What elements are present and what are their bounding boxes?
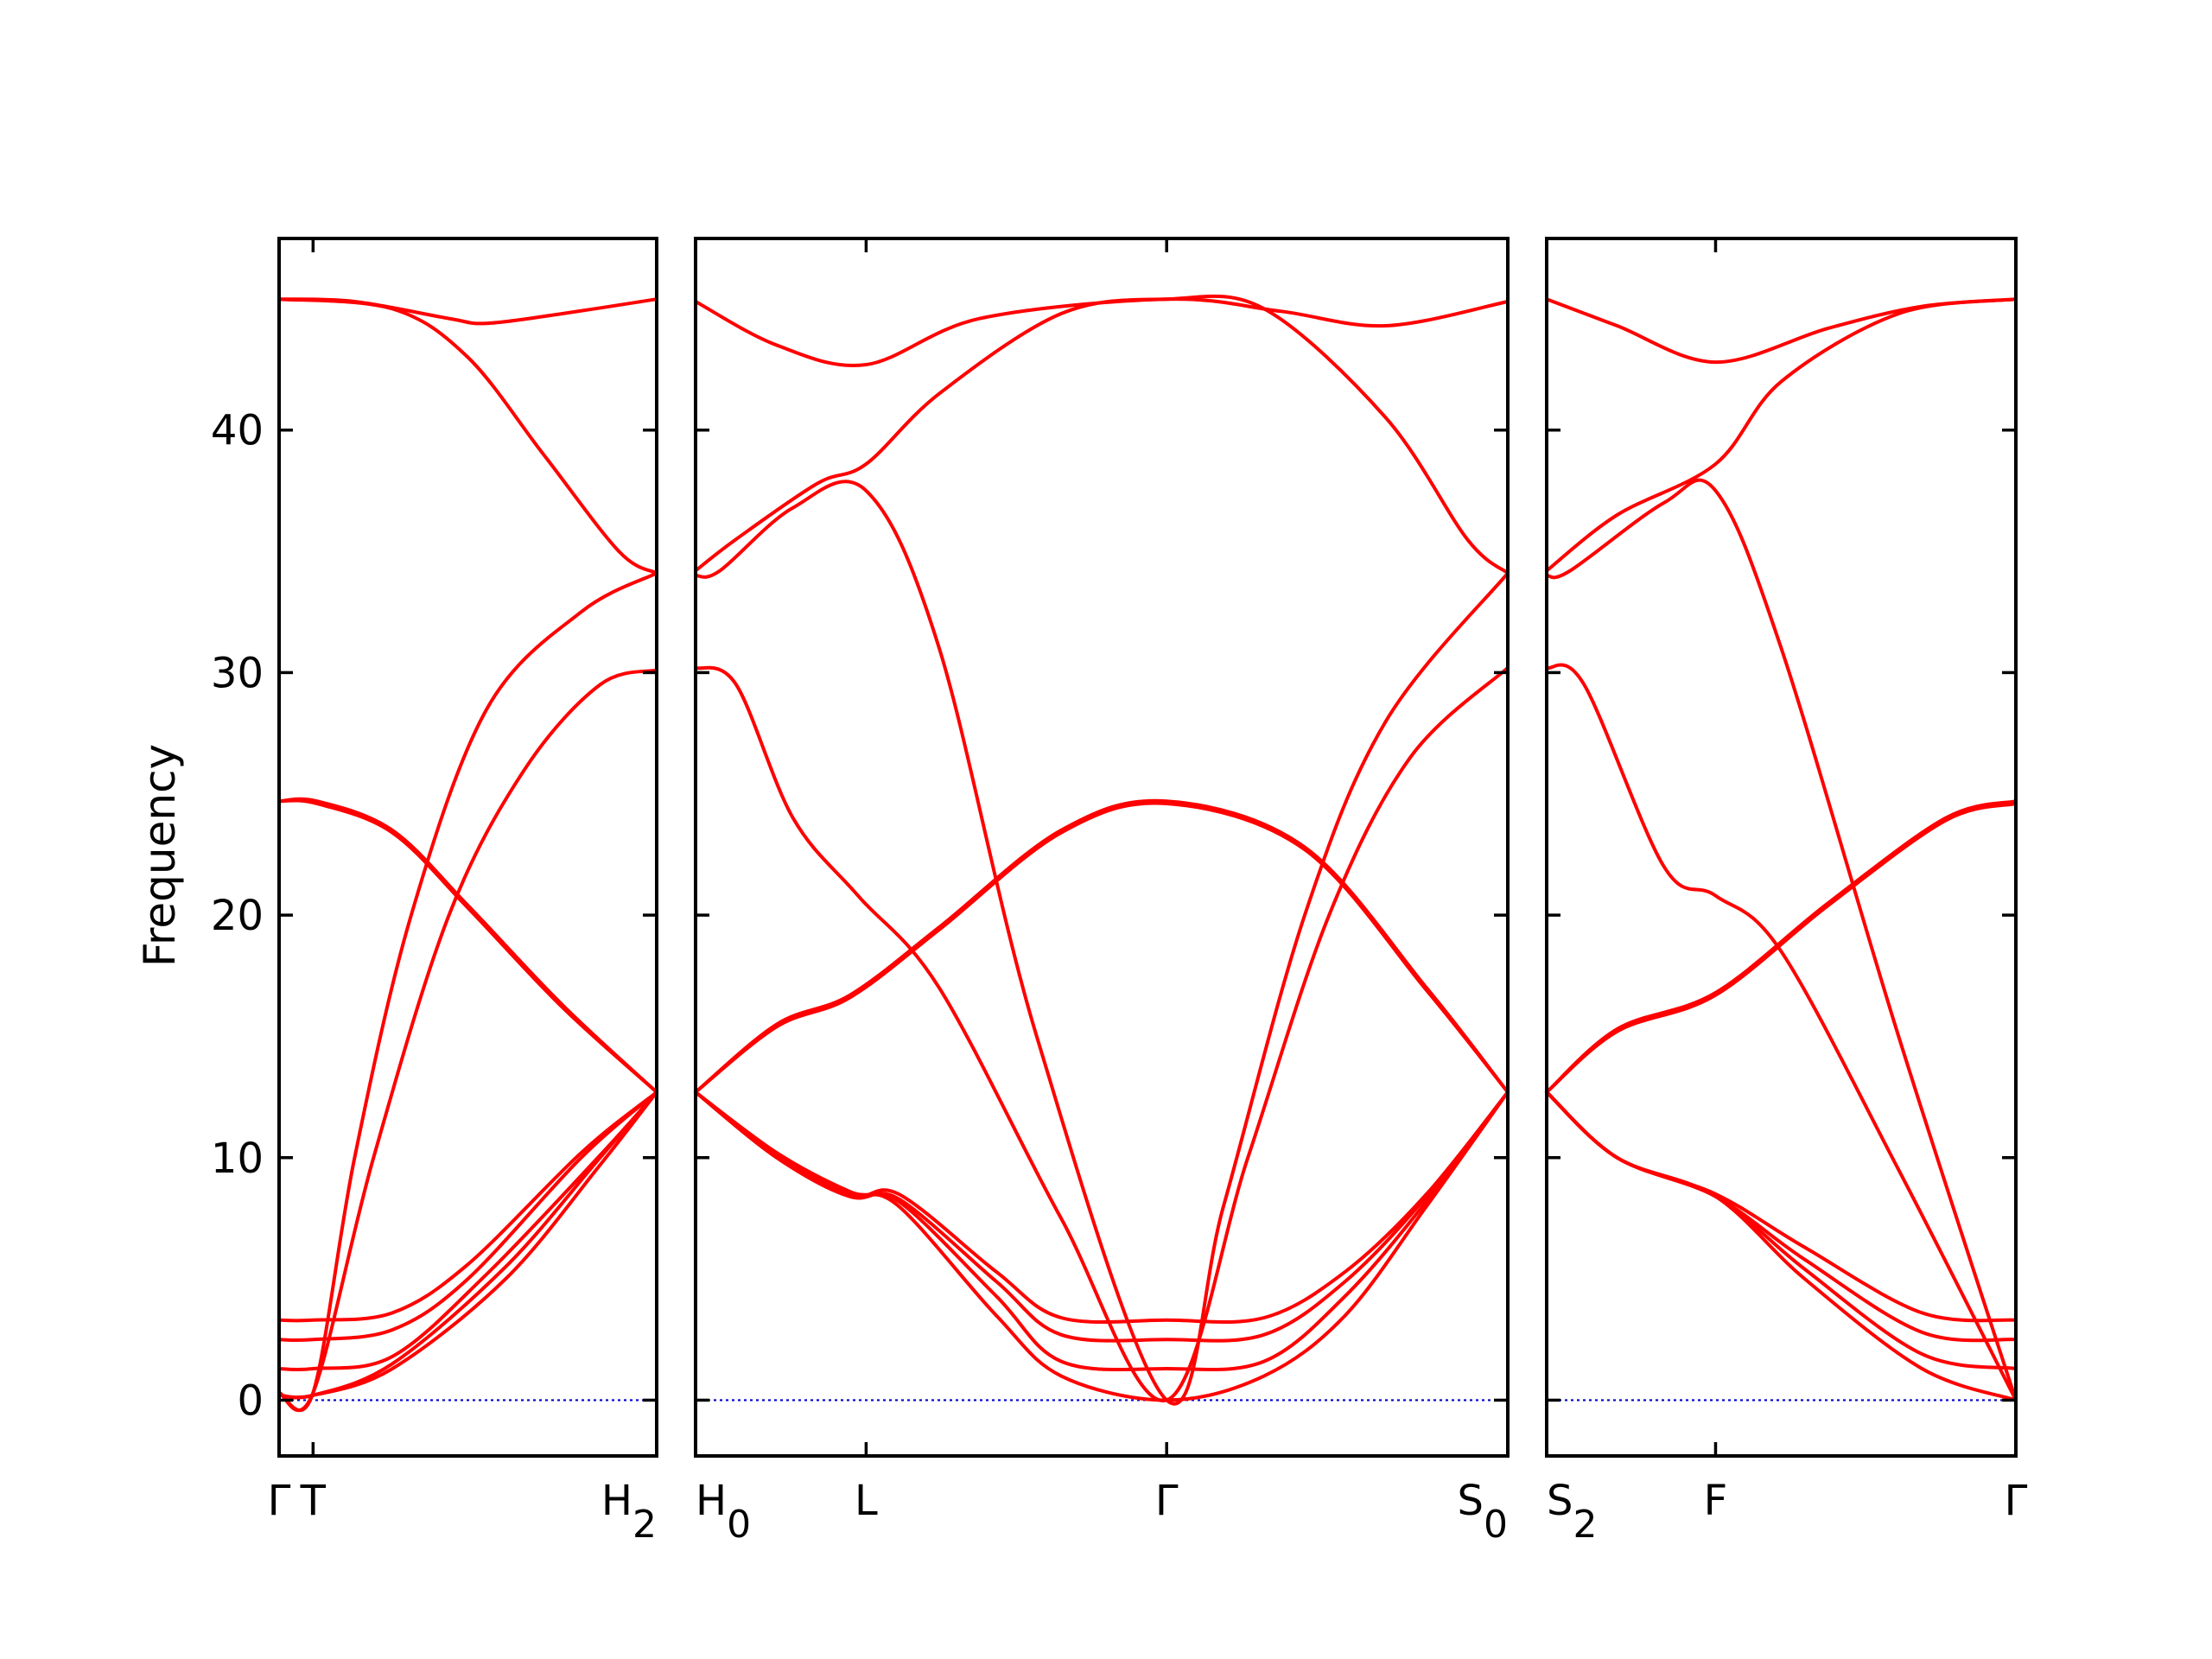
band-2: [1545, 1090, 2018, 1370]
band-3: [1545, 1090, 2018, 1343]
band-6: [1545, 802, 2018, 1094]
band-4: [1545, 1090, 2018, 1323]
band-9: [1545, 297, 2018, 573]
panel-frame: [277, 237, 658, 1458]
band-8: [1545, 478, 2018, 1402]
band-10: [694, 297, 1510, 367]
chart-panels: Γ T H2 H0 L Γ S0 S2 F Γ: [268, 237, 2028, 1547]
panel-frame: [1545, 237, 2018, 1458]
y-tick-label: 0: [237, 1376, 264, 1425]
y-tick-label: 10: [211, 1135, 264, 1183]
band-11: [277, 297, 658, 575]
x-tick-label: Γ: [268, 1477, 291, 1525]
y-axis: 0 10 20 30 40: [211, 407, 264, 1426]
x-tick-label: Γ: [1155, 1477, 1179, 1525]
panel-1: Γ T H2: [268, 237, 658, 1547]
band-4: [694, 1090, 1510, 1325]
band-8: [277, 797, 658, 1094]
panel-frame: [694, 237, 1510, 1458]
band-9: [694, 294, 1510, 575]
band-2: [694, 1090, 1510, 1372]
panel-3: S2 F Γ: [1545, 237, 2028, 1547]
x-tick-label: H2: [601, 1477, 657, 1547]
band-6: [694, 801, 1510, 1094]
band-1: [694, 1090, 1510, 1402]
band-10: [1545, 297, 2018, 365]
panel-2: H0 L Γ S0: [694, 237, 1510, 1547]
band-7: [277, 571, 658, 1413]
band-9: [277, 798, 658, 1094]
y-tick-label: 40: [211, 407, 264, 455]
band-8: [694, 480, 1510, 1406]
band-7: [694, 665, 1510, 1402]
band-7: [1545, 663, 2018, 1402]
band-4: [277, 1090, 658, 1343]
x-tick-label: T: [300, 1477, 327, 1525]
y-axis-label: Frequency: [135, 744, 185, 967]
band-5: [1545, 799, 2018, 1094]
x-tick-label: F: [1704, 1477, 1728, 1525]
x-tick-label: L: [855, 1477, 878, 1525]
band-3: [277, 1090, 658, 1372]
x-tick-label: S2: [1547, 1477, 1597, 1547]
x-tick-label: S0: [1458, 1477, 1508, 1547]
x-tick-label: H0: [696, 1477, 751, 1547]
band-1: [1545, 1090, 2018, 1402]
x-tick-label: Γ: [2005, 1477, 2028, 1525]
y-tick-label: 30: [211, 649, 264, 697]
y-tick-label: 20: [211, 892, 264, 940]
band-5: [277, 1090, 658, 1323]
band-5: [694, 798, 1510, 1094]
